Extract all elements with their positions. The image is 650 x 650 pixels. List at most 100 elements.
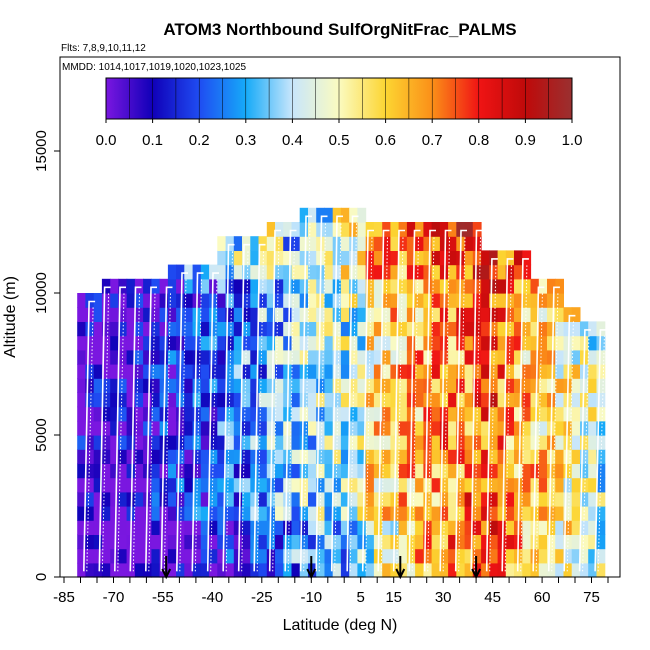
heatmap-cell <box>481 307 490 322</box>
heatmap-cell <box>439 364 449 379</box>
heatmap-cell <box>225 307 235 322</box>
heatmap-cell <box>85 534 95 550</box>
heatmap-cell <box>93 378 103 393</box>
heatmap-cell <box>299 236 309 251</box>
heatmap-cell <box>489 278 499 294</box>
heatmap-cell <box>481 506 490 521</box>
heatmap-cell <box>291 321 301 337</box>
profile-line <box>315 215 328 572</box>
heatmap-cell <box>464 278 474 294</box>
heatmap-cell <box>563 307 573 322</box>
heatmap-cell <box>530 562 540 578</box>
heatmap-cell <box>308 420 317 436</box>
heatmap-cell <box>151 392 161 408</box>
heatmap-cell <box>225 506 235 521</box>
heatmap-cell <box>505 506 515 521</box>
heatmap-cell <box>580 321 589 337</box>
heatmap-cell <box>151 562 161 578</box>
heatmap-cell <box>464 406 474 422</box>
heatmap-cell <box>85 477 95 493</box>
heatmap-cell <box>497 349 507 365</box>
heatmap-cell <box>167 506 177 521</box>
profile-line <box>597 335 605 572</box>
heatmap-cell <box>431 534 441 550</box>
heatmap-cell <box>283 307 292 322</box>
heatmap-cell <box>431 420 441 436</box>
heatmap-cell <box>225 491 235 507</box>
heatmap-cell <box>93 307 103 322</box>
heatmap-cell <box>588 449 597 464</box>
heatmap-cell <box>472 463 482 479</box>
heatmap-cell <box>291 278 301 294</box>
heatmap-cell <box>423 449 433 464</box>
heatmap-cell <box>431 506 441 521</box>
heatmap-cell <box>390 236 400 251</box>
heatmap-cell <box>110 378 119 393</box>
heatmap-cell <box>93 321 103 337</box>
heatmap-cell <box>349 207 358 223</box>
heatmap-cell <box>85 378 95 393</box>
heatmap-cell <box>184 293 194 308</box>
heatmap-cell <box>332 392 342 408</box>
heatmap-cell <box>167 435 177 450</box>
heatmap-cell <box>472 406 482 422</box>
profile-line <box>303 221 311 572</box>
heatmap-cell <box>291 250 301 266</box>
heatmap-cell <box>225 293 235 308</box>
heatmap-cell <box>316 435 325 450</box>
heatmap-cell <box>192 264 202 280</box>
heatmap-cell <box>167 548 177 564</box>
heatmap-cell <box>233 278 243 294</box>
profile-line <box>392 229 405 572</box>
heatmap-cell <box>472 250 482 266</box>
heatmap-cell <box>275 449 284 464</box>
heatmap-cell <box>324 406 334 422</box>
heatmap-cell <box>357 222 367 237</box>
profile-line <box>191 272 204 572</box>
heatmap-cell <box>505 520 515 535</box>
heatmap-cell <box>588 506 597 521</box>
heatmap-cell <box>217 264 227 280</box>
heatmap-cell <box>332 435 342 450</box>
heatmap-cell <box>357 321 367 337</box>
heatmap-cell <box>308 534 317 550</box>
heatmap-cell <box>373 406 383 422</box>
heatmap-cell <box>505 449 515 464</box>
heatmap-cell <box>596 392 606 408</box>
profile-line <box>318 221 326 572</box>
heatmap-cell <box>242 406 251 422</box>
heatmap-cell <box>275 264 284 280</box>
heatmap-cell <box>522 548 532 564</box>
heatmap-cell <box>225 236 235 251</box>
heatmap-cell <box>555 335 564 351</box>
heatmap-cell <box>398 236 408 251</box>
heatmap-cell <box>209 293 218 308</box>
heatmap-cell <box>275 364 284 379</box>
heatmap-cell <box>423 250 433 266</box>
heatmap-cell <box>77 477 86 493</box>
heatmap-cell <box>291 364 301 379</box>
heatmap-cell <box>291 506 301 521</box>
heatmap-cell <box>233 520 243 535</box>
heatmap-cell <box>159 506 169 521</box>
heatmap-cell <box>406 349 416 365</box>
heatmap-cell <box>472 477 482 493</box>
heatmap-cell <box>167 449 177 464</box>
heatmap-cell <box>118 406 128 422</box>
heatmap-cell <box>275 506 284 521</box>
heatmap-cell <box>448 520 457 535</box>
heatmap-cell <box>538 449 548 464</box>
colorbar-tick-label: 0.5 <box>329 132 350 149</box>
heatmap-cell <box>299 463 309 479</box>
heatmap-cell <box>93 420 103 436</box>
heatmap-cell <box>514 321 523 337</box>
heatmap-cell <box>324 449 334 464</box>
heatmap-cell <box>373 222 383 237</box>
heatmap-cell <box>555 378 564 393</box>
heatmap-cell <box>398 406 408 422</box>
heatmap-cell <box>291 449 301 464</box>
heatmap-cells <box>77 207 606 578</box>
heatmap-cell <box>522 491 532 507</box>
heatmap-cell <box>101 435 111 450</box>
heatmap-cell <box>415 321 424 337</box>
